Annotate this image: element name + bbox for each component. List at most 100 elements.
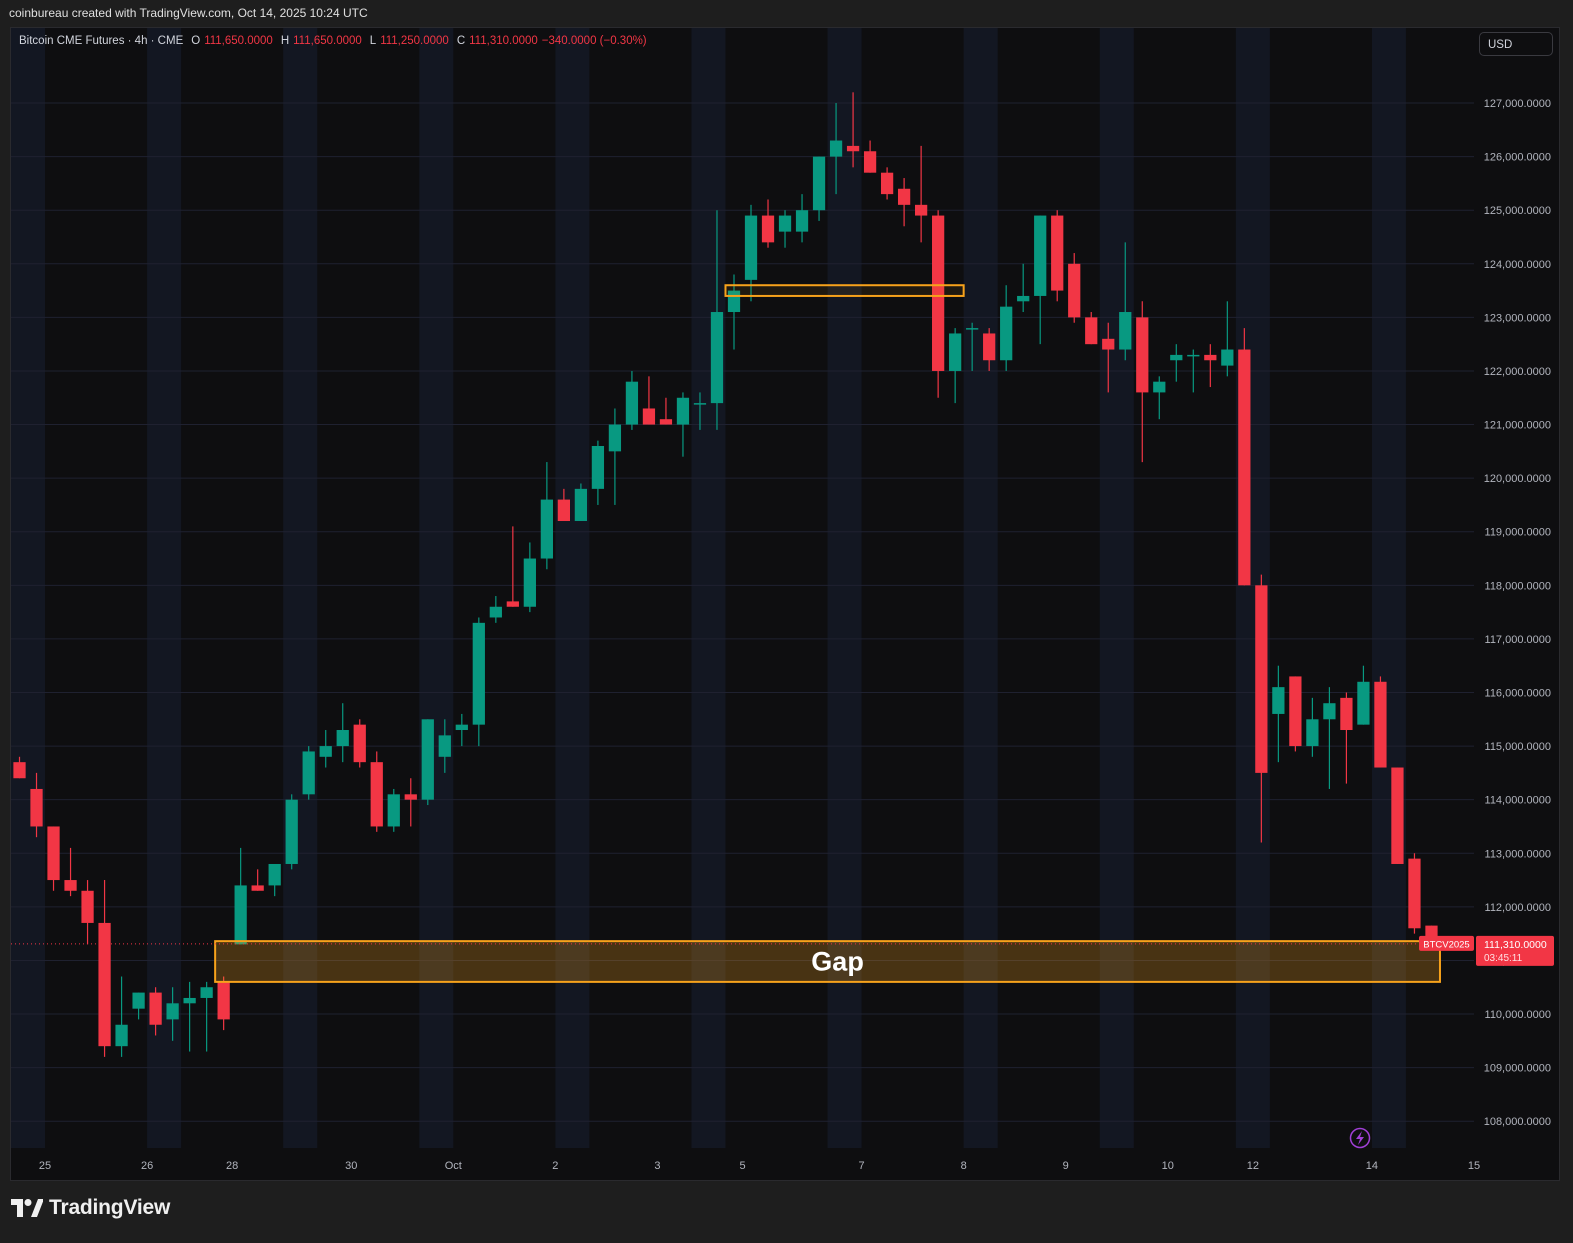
candle-body[interactable] <box>353 724 366 763</box>
candle-body[interactable] <box>846 145 860 152</box>
candle-body[interactable] <box>149 992 162 1025</box>
candle-body[interactable] <box>489 606 502 618</box>
symbol-legend[interactable]: Bitcoin CME Futures · 4h · CME O 111,650.… <box>19 35 647 47</box>
candle-body[interactable] <box>302 751 315 795</box>
candle-body[interactable] <box>1374 681 1387 768</box>
candle-body[interactable] <box>676 397 690 425</box>
candle-body[interactable] <box>659 419 673 425</box>
gap-zone[interactable] <box>214 940 1441 983</box>
candle-body[interactable] <box>983 333 996 361</box>
candle-body[interactable] <box>98 922 111 1047</box>
candle-body[interactable] <box>744 215 758 280</box>
y-tick-label: 117,000.0000 <box>1485 634 1551 646</box>
candle-body[interactable] <box>608 424 622 452</box>
candle-body[interactable] <box>404 794 417 800</box>
candle-body[interactable] <box>1340 697 1353 731</box>
y-tick-label: 124,000.0000 <box>1484 259 1551 271</box>
candle-body[interactable] <box>1085 317 1098 345</box>
candle-body[interactable] <box>285 799 298 864</box>
candle-body[interactable] <box>642 408 656 425</box>
candle-body[interactable] <box>591 445 605 489</box>
x-tick-label: 7 <box>859 1160 865 1172</box>
candle-body[interactable] <box>1153 381 1166 393</box>
resistance-zone[interactable] <box>724 284 965 297</box>
tradingview-brand[interactable]: TradingView <box>11 1196 170 1220</box>
candle-body[interactable] <box>438 735 451 757</box>
candle-body[interactable] <box>336 730 349 747</box>
candle-body[interactable] <box>47 826 60 881</box>
candle-body[interactable] <box>914 204 928 216</box>
symbol-name[interactable]: Bitcoin CME Futures · 4h · CME <box>19 35 184 47</box>
candle-body[interactable] <box>183 997 196 1004</box>
candle-body[interactable] <box>1306 719 1319 747</box>
candle-body[interactable] <box>234 885 247 945</box>
candle-body[interactable] <box>897 188 911 205</box>
x-tick-label: 28 <box>226 1160 238 1172</box>
candle-body[interactable] <box>387 794 400 827</box>
candle-body[interactable] <box>166 1003 179 1020</box>
candle-body[interactable] <box>966 328 979 330</box>
candle-body[interactable] <box>1170 354 1183 361</box>
symbol-tag[interactable] <box>1419 935 1474 951</box>
candle-body[interactable] <box>693 403 707 405</box>
candle-body[interactable] <box>795 210 809 232</box>
candle-body[interactable] <box>1391 767 1404 864</box>
candle-body[interactable] <box>1119 312 1132 350</box>
candle-body[interactable] <box>1272 687 1285 714</box>
candle-body[interactable] <box>710 312 724 404</box>
candle-body[interactable] <box>932 215 945 371</box>
candle-body[interactable] <box>81 890 94 923</box>
candle-body[interactable] <box>1136 317 1149 393</box>
candle-body[interactable] <box>1323 703 1336 720</box>
candle-body[interactable] <box>1357 681 1370 725</box>
candle-body[interactable] <box>30 788 43 827</box>
candle-body[interactable] <box>863 151 877 173</box>
candle-body[interactable] <box>557 499 571 522</box>
candle-body[interactable] <box>1017 295 1030 302</box>
candle-body[interactable] <box>1408 858 1421 929</box>
candle-body[interactable] <box>1051 215 1064 291</box>
candle-body[interactable] <box>949 333 962 371</box>
candle-body[interactable] <box>421 719 434 800</box>
candle-body[interactable] <box>625 381 639 425</box>
candle-body[interactable] <box>132 992 145 1009</box>
candle-body[interactable] <box>200 987 213 998</box>
session-band <box>283 28 318 1148</box>
candle-body[interactable] <box>761 215 775 243</box>
session-band <box>419 28 454 1148</box>
candle-body[interactable] <box>1000 306 1013 361</box>
candle-body[interactable] <box>829 140 843 157</box>
candle-body[interactable] <box>1221 349 1234 366</box>
candle-body[interactable] <box>523 558 536 607</box>
candle-body[interactable] <box>574 488 588 522</box>
chart-panel[interactable]: Gap 108,000.0000 109,000.0000 110,000.0000… <box>10 27 1560 1181</box>
session-band <box>147 28 182 1148</box>
candle-body[interactable] <box>370 762 383 827</box>
candle-body[interactable] <box>13 762 26 779</box>
candle-body[interactable] <box>217 981 230 1020</box>
candle-body[interactable] <box>1068 263 1081 318</box>
price-tag[interactable] <box>1476 935 1554 966</box>
candle-body[interactable] <box>778 215 792 232</box>
candle-body[interactable] <box>319 746 332 757</box>
candle-body[interactable] <box>1102 338 1115 350</box>
candle-body[interactable] <box>1187 354 1200 357</box>
candle-body[interactable] <box>115 1024 128 1047</box>
candle-body[interactable] <box>251 885 264 891</box>
candle-body[interactable] <box>64 880 77 891</box>
candle-body[interactable] <box>812 156 826 211</box>
candle-body[interactable] <box>1289 676 1302 747</box>
candle-body[interactable] <box>472 622 485 725</box>
candle-body[interactable] <box>506 601 519 607</box>
candle-body[interactable] <box>268 863 281 886</box>
lightning-icon[interactable] <box>1349 1127 1371 1149</box>
candle-body[interactable] <box>1238 349 1251 586</box>
candle-body[interactable] <box>880 172 894 195</box>
candle-body[interactable] <box>1034 215 1047 296</box>
currency-button[interactable]: USD <box>1479 32 1553 56</box>
candle-body[interactable] <box>455 724 468 731</box>
candle-body[interactable] <box>1255 585 1268 773</box>
candle-body[interactable] <box>540 499 553 559</box>
candlestick-chart[interactable]: Gap 108,000.0000 109,000.0000 110,000.0000… <box>11 28 1559 1180</box>
candle-body[interactable] <box>1204 354 1217 361</box>
